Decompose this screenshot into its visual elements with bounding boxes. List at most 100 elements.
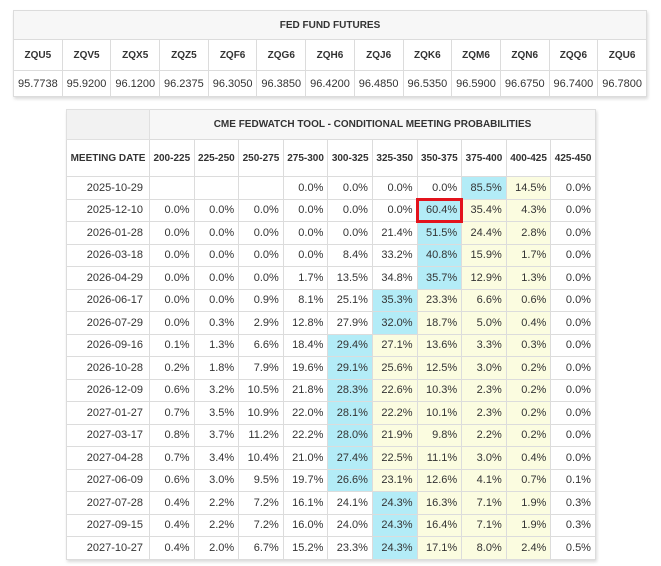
probability-cell: 0.2%: [149, 356, 195, 380]
probability-cell: 3.2%: [193, 378, 240, 402]
meeting-date: 2025-10-29: [66, 176, 150, 200]
probability-cell: 0.1%: [149, 333, 195, 357]
probability-cell: 19.6%: [282, 356, 329, 380]
table-row: 2026-07-29 0.0% 0.3% 2.9% 12.8% 27.9% 32.0% 18.…: [66, 311, 596, 335]
probability-cell: 0.0%: [149, 288, 195, 312]
probability-cell: 21.8%: [282, 378, 329, 402]
probability-cell: 10.5%: [238, 378, 284, 402]
probability-cell: 0.0%: [193, 243, 240, 267]
probability-cell: 6.6%: [238, 333, 284, 357]
table-row: 2027-04-28 0.7% 3.4% 10.4% 21.0% 27.4% 22.5% 11…: [66, 446, 596, 470]
table-row: 2027-07-28 0.4% 2.2% 7.2% 16.1% 24.1% 24.3% 16.…: [66, 491, 596, 515]
probability-cell: 10.4%: [238, 446, 284, 470]
probability-cell: 3.0%: [193, 468, 240, 492]
probability-cell: 1.9%: [505, 491, 552, 515]
probability-cell: 0.0%: [371, 176, 418, 200]
probability-cell: 16.4%: [416, 513, 463, 537]
probability-cell: 2.9%: [238, 311, 284, 335]
probability-cell: 3.3%: [461, 333, 507, 357]
probability-cell: 9.8%: [416, 423, 463, 447]
probability-cell: 0.0%: [327, 198, 373, 222]
probability-cell: 15.9%: [461, 243, 507, 267]
futures-symbol: ZQG6: [256, 39, 307, 71]
futures-price: 96.3850: [256, 70, 307, 97]
probability-cell: 6.7%: [238, 536, 284, 560]
probability-cell: 0.0%: [550, 176, 596, 200]
meeting-date: 2027-10-27: [66, 536, 150, 560]
probability-cell: 0.0%: [149, 243, 195, 267]
probability-cell: 28.0%: [327, 423, 373, 447]
probability-cell: 0.0%: [282, 198, 329, 222]
probability-cell: 0.0%: [238, 243, 284, 267]
futures-symbol: ZQU6: [597, 39, 647, 71]
meeting-date: 2026-12-09: [66, 378, 150, 402]
probability-cell: 24.3%: [371, 491, 418, 515]
table-row: 2026-03-18 0.0% 0.0% 0.0% 0.0% 8.4% 33.2% 40.8%…: [66, 243, 596, 267]
rate-range-header: 275-300: [282, 139, 329, 177]
probability-cell: 25.1%: [327, 288, 373, 312]
futures-price: 96.3050: [207, 70, 258, 97]
probability-cell: 0.0%: [327, 176, 373, 200]
probability-cell: 2.3%: [461, 378, 507, 402]
meeting-date: 2026-06-17: [66, 288, 150, 312]
probability-cell: 11.2%: [238, 423, 284, 447]
table-row: 2025-10-29 0.0% 0.0% 0.0% 0.0% 85.5% 14.5% 0.0%: [66, 176, 596, 200]
probability-cell: 0.4%: [149, 536, 195, 560]
probability-cell: 0.0%: [149, 311, 195, 335]
probability-cell: 7.1%: [461, 491, 507, 515]
table-row: 2025-12-10 0.0% 0.0% 0.0% 0.0% 0.0% 0.0% 60.4% 3…: [66, 198, 596, 223]
probability-cell: 35.4%: [461, 198, 507, 222]
probability-cell: 35.3%: [371, 288, 418, 312]
table-row: 2026-06-17 0.0% 0.0% 0.9% 8.1% 25.1% 35.3% 23.3…: [66, 288, 596, 312]
probability-cell: 4.1%: [461, 468, 507, 492]
probability-cell: 17.1%: [416, 536, 463, 560]
probability-cell: 1.3%: [193, 333, 240, 357]
probability-cell: 0.8%: [149, 423, 195, 447]
table-row: 2026-01-28 0.0% 0.0% 0.0% 0.0% 0.0% 21.4% 51.5%…: [66, 221, 596, 245]
probability-cell: 0.4%: [505, 311, 552, 335]
meeting-date: 2027-04-28: [66, 446, 150, 470]
meeting-date: 2026-04-29: [66, 266, 150, 290]
probabilities-header-row: MEETING DATE 200-225 225-250 250-275 275-30…: [66, 139, 596, 177]
probability-cell: 8.0%: [461, 536, 507, 560]
probability-cell: 0.0%: [193, 266, 240, 290]
probability-cell: 28.1%: [327, 401, 373, 425]
futures-price: 96.4850: [353, 70, 404, 97]
futures-symbol: ZQM6: [451, 39, 501, 71]
probability-cell: 0.0%: [238, 266, 284, 290]
futures-symbol: ZQV5: [61, 39, 112, 71]
probability-cell: 18.4%: [282, 333, 329, 357]
probability-cell: 10.3%: [416, 378, 463, 402]
probability-cell: 7.2%: [238, 491, 284, 515]
probability-cell: 0.6%: [149, 468, 195, 492]
futures-symbol: ZQK6: [402, 39, 453, 71]
probability-cell: 0.0%: [282, 176, 329, 200]
futures-price: 95.7738: [13, 70, 63, 97]
probability-cell: 0.1%: [550, 468, 596, 492]
probability-cell: 3.5%: [193, 401, 240, 425]
probability-cell: 0.0%: [550, 311, 596, 335]
probability-cell: 2.2%: [193, 491, 240, 515]
futures-price: 95.9200: [61, 70, 112, 97]
probability-cell: 0.0%: [282, 243, 329, 267]
probability-cell: 24.0%: [327, 513, 373, 537]
probability-cell: 18.7%: [416, 311, 463, 335]
meeting-date: 2026-01-28: [66, 221, 150, 245]
probability-cell: 0.0%: [282, 221, 329, 245]
probability-cell: 0.6%: [505, 288, 552, 312]
futures-symbol-row: ZQU5 ZQV5 ZQX5 ZQZ5 ZQF6 ZQG6 ZQH6 ZQJ6 ZQK6 ZQM6…: [13, 39, 647, 71]
fed-fund-futures-table: FED FUND FUTURES ZQU5 ZQV5 ZQX5 ZQZ5 ZQF6 ZQG…: [13, 10, 647, 97]
rate-range-header: 375-400: [461, 139, 507, 177]
futures-symbol: ZQX5: [110, 39, 161, 71]
probability-cell: 0.3%: [193, 311, 240, 335]
probability-cell: 24.4%: [461, 221, 507, 245]
probability-cell: 51.5%: [416, 221, 463, 245]
probability-cell: 2.0%: [193, 536, 240, 560]
meeting-date: 2026-07-29: [66, 311, 150, 335]
probability-cell: 13.5%: [327, 266, 373, 290]
table-row: 2026-12-09 0.6% 3.2% 10.5% 21.8% 28.3% 22.6% 10…: [66, 378, 596, 402]
probability-cell: 4.3%: [505, 198, 552, 222]
probability-cell: 33.2%: [371, 243, 418, 267]
probability-cell: 0.0%: [193, 288, 240, 312]
probability-cell: 16.1%: [282, 491, 329, 515]
